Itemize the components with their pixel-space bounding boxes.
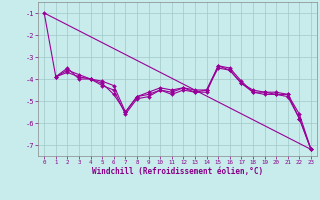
X-axis label: Windchill (Refroidissement éolien,°C): Windchill (Refroidissement éolien,°C) xyxy=(92,167,263,176)
